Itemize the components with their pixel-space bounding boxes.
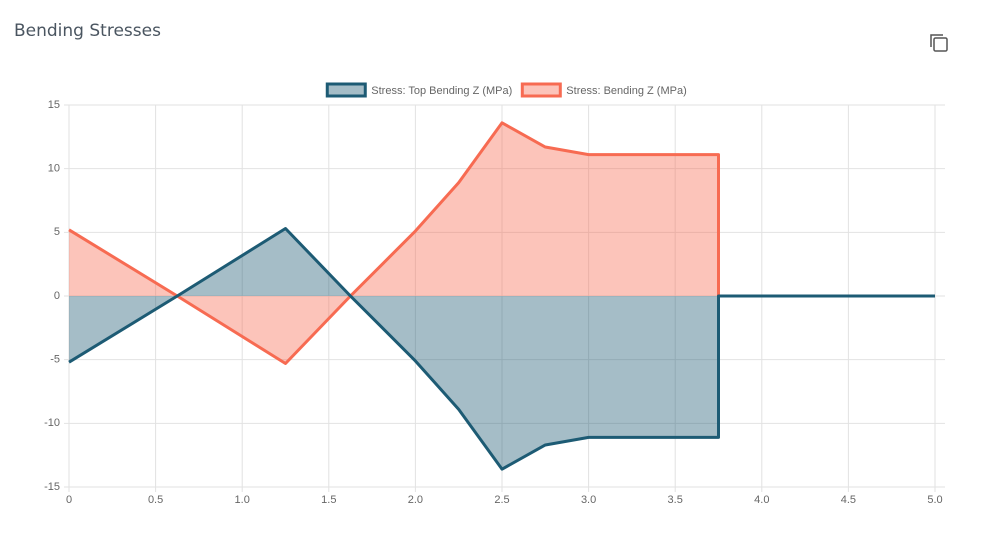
x-tick-label: 4.0 bbox=[754, 494, 769, 506]
grid: -15 -10 -5 0 5 10 15 0 0.5 1.0 1.5 2.0 2.5 3.0 3.5 4.0 4… bbox=[44, 99, 945, 506]
legend-swatch bbox=[520, 82, 562, 98]
x-tick-label: 5.0 bbox=[927, 494, 942, 506]
y-tick-label: 0 bbox=[54, 290, 60, 302]
legend-item: Stress: Bending Z (MPa) bbox=[520, 82, 687, 98]
x-tick-label: 3.0 bbox=[581, 494, 596, 506]
x-tick-label: 2.0 bbox=[408, 494, 423, 506]
legend-label: Stress: Top Bending Z (MPa) bbox=[371, 85, 512, 97]
y-tick-label: 5 bbox=[54, 226, 60, 238]
x-tick-label: 1.5 bbox=[321, 494, 336, 506]
legend-swatch bbox=[325, 82, 367, 98]
legend-label: Stress: Bending Z (MPa) bbox=[566, 85, 686, 97]
series-line bbox=[68, 227, 935, 471]
x-tick-label: 4.5 bbox=[841, 494, 856, 506]
copy-icon[interactable] bbox=[930, 34, 948, 52]
y-tick-label: 10 bbox=[48, 163, 60, 175]
y-tick-label: -10 bbox=[44, 417, 60, 429]
x-tick-label: 2.5 bbox=[494, 494, 509, 506]
x-tick-label: 0 bbox=[66, 494, 72, 506]
copy-icon-front bbox=[933, 37, 948, 52]
copy-icon-back bbox=[930, 34, 943, 47]
chart-title: Bending Stresses bbox=[14, 21, 161, 41]
legend[interactable]: Stress: Top Bending Z (MPa) Stress: Bendi… bbox=[325, 82, 687, 98]
y-tick-label: -15 bbox=[44, 481, 60, 493]
legend-item: Stress: Top Bending Z (MPa) bbox=[325, 82, 512, 98]
x-tick-label: 1.0 bbox=[235, 494, 250, 506]
plot bbox=[68, 121, 935, 471]
y-tick-label: -5 bbox=[50, 354, 60, 366]
x-tick-label: 3.5 bbox=[668, 494, 683, 506]
y-tick-label: 15 bbox=[48, 99, 60, 111]
x-tick-label: 0.5 bbox=[148, 494, 163, 506]
